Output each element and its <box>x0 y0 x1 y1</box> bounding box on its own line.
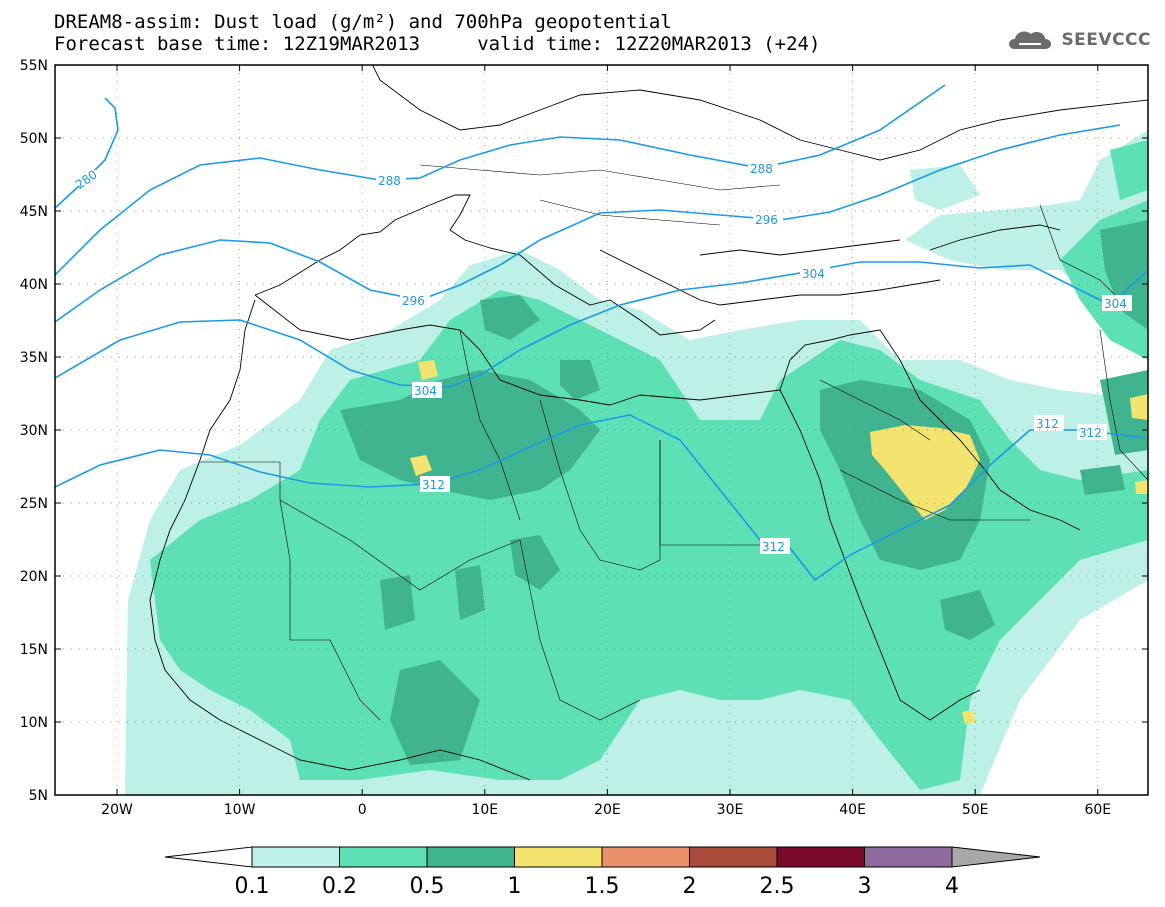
colorbar-segment <box>251 846 340 868</box>
colorbar-label: 4 <box>945 874 959 899</box>
colorbar-label: 0.1 <box>235 874 270 899</box>
longitude-label: 20W <box>101 802 133 818</box>
colorbar-right-arrow <box>951 846 1041 868</box>
cloud-logo-icon <box>1009 31 1052 49</box>
latitude-label: 15N <box>20 642 48 658</box>
contour-label-312: 312 <box>1079 426 1102 440</box>
latitude-labels: 55N 50N 45N 40N 35N 30N 25N 20N 15N 10N 5N <box>20 58 48 804</box>
latitude-label: 45N <box>20 204 48 220</box>
colorbar-label: 2.5 <box>760 874 795 899</box>
colorbar-label: 3 <box>858 874 872 899</box>
longitude-label: 20E <box>594 802 621 818</box>
latitude-label: 30N <box>20 423 48 439</box>
colorbar-segment <box>864 846 953 868</box>
colorbar-segment <box>339 846 428 868</box>
graticule <box>55 65 1148 795</box>
map-title: DREAM8-assim: Dust load (g/m²) and 700hP… <box>54 11 672 33</box>
forecast-time-subtitle: Forecast base time: 12Z19MAR2013 valid t… <box>54 33 821 55</box>
latitude-label: 50N <box>20 131 48 147</box>
longitude-label: 40E <box>839 802 866 818</box>
colorbar-label: 1.5 <box>585 874 620 899</box>
logo-text: SEEVCCC <box>1061 30 1151 50</box>
coastlines <box>149 65 1148 781</box>
contour-labels: 280 288 288 296 296 304 304 304 312 312 … <box>72 160 1132 554</box>
contour-label-304: 304 <box>414 384 437 398</box>
contour-label-288: 288 <box>750 162 773 176</box>
contour-label-312: 312 <box>422 478 445 492</box>
colorbar-label: 1 <box>508 874 522 899</box>
axis-ticks <box>55 64 1148 796</box>
longitude-label: 10W <box>224 802 256 818</box>
latitude-label: 25N <box>20 496 48 512</box>
country-borders <box>200 164 1148 721</box>
contour-label-312: 312 <box>1036 417 1059 431</box>
longitude-label: 30E <box>717 802 744 818</box>
colorbar-label: 0.5 <box>410 874 445 899</box>
colorbar-label: 2 <box>683 874 697 899</box>
colorbar-segment <box>689 846 778 868</box>
longitude-label: 60E <box>1084 802 1111 818</box>
colorbar-segment <box>601 846 690 868</box>
longitude-label: 50E <box>962 802 989 818</box>
contour-label-296: 296 <box>402 294 425 308</box>
contour-label-296: 296 <box>755 213 778 227</box>
contour-label-312: 312 <box>762 540 785 554</box>
contour-label-288: 288 <box>378 174 401 188</box>
latitude-label: 35N <box>20 350 48 366</box>
geopotential-contours <box>55 84 1148 582</box>
colorbar-segment <box>426 846 515 868</box>
colorbar-segment <box>514 846 603 868</box>
longitude-labels: 20W 10W 0 10E 20E 30E 40E 50E 60E <box>101 802 1111 818</box>
colorbar-left-arrow <box>164 846 253 868</box>
latitude-label: 10N <box>20 715 48 731</box>
latitude-label: 40N <box>20 277 48 293</box>
dust-level-1 <box>410 360 1148 724</box>
seevccc-logo: SEEVCCC <box>1005 27 1151 53</box>
colorbar-label: 0.2 <box>322 874 357 899</box>
longitude-label: 10E <box>471 802 498 818</box>
map-area <box>55 65 1148 795</box>
latitude-label: 20N <box>20 569 48 585</box>
colorbar-segment <box>776 846 865 868</box>
colorbar: 0.1 0.2 0.5 1 1.5 2 2.5 3 4 <box>164 846 1041 899</box>
longitude-label: 0 <box>358 802 367 818</box>
latitude-label: 55N <box>20 58 48 74</box>
contour-label-304: 304 <box>802 267 825 281</box>
contour-label-304: 304 <box>1104 297 1127 311</box>
latitude-label: 5N <box>29 788 48 804</box>
